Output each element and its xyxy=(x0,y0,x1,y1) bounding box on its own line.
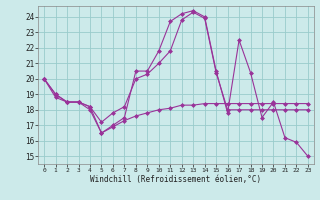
X-axis label: Windchill (Refroidissement éolien,°C): Windchill (Refroidissement éolien,°C) xyxy=(91,175,261,184)
